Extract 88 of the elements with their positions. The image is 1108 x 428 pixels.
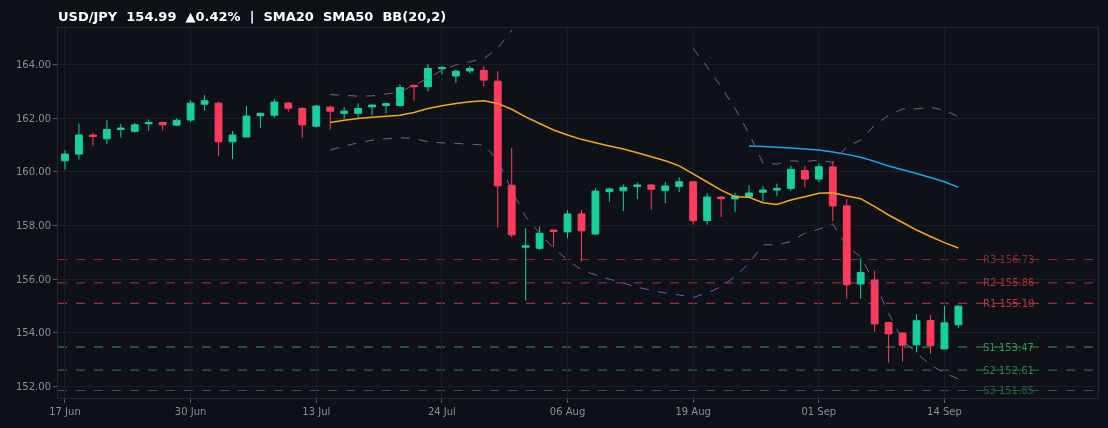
candlestick — [116, 123, 125, 138]
candlestick — [102, 119, 111, 145]
y-tick-label: 162.00 — [16, 112, 51, 124]
candlestick — [340, 106, 349, 120]
candlestick — [647, 183, 656, 211]
candlestick — [786, 165, 795, 192]
candlestick — [493, 70, 502, 229]
candlestick — [521, 227, 530, 302]
y-tick-label: 156.00 — [16, 273, 51, 285]
candlestick — [186, 99, 195, 123]
candlestick — [298, 106, 307, 139]
candlestick — [675, 176, 684, 193]
candlestick — [284, 101, 293, 113]
candlestick — [368, 103, 377, 116]
candlestick — [158, 121, 167, 132]
candlestick — [75, 123, 83, 160]
candlestick — [396, 83, 404, 108]
y-tick-label: 154.00 — [16, 327, 51, 339]
candlestick — [507, 147, 516, 238]
candlestick — [424, 63, 432, 92]
candlestick — [200, 94, 209, 112]
line-series — [329, 137, 959, 380]
candlestick — [689, 181, 698, 226]
y-tick-label: 160.00 — [16, 166, 51, 178]
chart-title: USD/JPY 154.99 ▲0.42% | SMA20 SMA50 BB(20,2) — [58, 8, 447, 24]
candlestick — [661, 181, 670, 204]
candlestick — [870, 270, 879, 333]
candlestick — [535, 226, 544, 251]
candlestick — [828, 160, 837, 222]
candlestick — [563, 209, 572, 239]
candlestick — [898, 332, 907, 363]
candlestick — [410, 83, 418, 102]
candlestick — [270, 98, 279, 119]
x-tick-label: 24 Jul — [427, 406, 456, 417]
candlestick — [465, 65, 474, 74]
candlestick — [591, 187, 600, 236]
candlestick — [912, 313, 921, 353]
line-series — [329, 99, 960, 249]
candlestick — [451, 69, 460, 84]
candlestick — [256, 112, 265, 129]
candlestick — [605, 187, 614, 203]
x-tick-label: 14 Sep — [927, 406, 962, 417]
y-tick-label: 152.00 — [16, 380, 51, 392]
x-tick-label: 13 Jul — [302, 406, 331, 417]
candlestick — [479, 65, 488, 87]
line-series — [748, 145, 960, 189]
candlestick — [577, 209, 586, 262]
candlestick — [242, 105, 251, 138]
ref-line-label: R2 155.86 — [983, 277, 1035, 288]
candlestick — [842, 198, 851, 300]
candlestick — [633, 182, 642, 200]
candlestick — [88, 132, 97, 147]
candlestick — [214, 101, 223, 157]
candlestick — [954, 304, 963, 329]
candlestick — [549, 229, 558, 248]
candlestick — [940, 305, 949, 350]
candlestick — [926, 314, 935, 355]
candlestick — [773, 183, 781, 197]
candlestick — [619, 183, 628, 212]
candlestick — [437, 65, 446, 75]
candlestick — [130, 122, 139, 134]
x-tick-label: 01 Sep — [801, 406, 837, 417]
candlestick — [354, 102, 363, 119]
candlestick — [703, 192, 712, 226]
x-tick-label: 30 Jun — [174, 406, 207, 417]
y-tick-label: 158.00 — [16, 219, 51, 231]
candlestick — [884, 321, 893, 363]
candlestick — [144, 118, 153, 132]
ref-line-label: R1 155.10 — [983, 298, 1035, 309]
candlestick — [61, 149, 69, 170]
candlestick — [228, 130, 237, 160]
x-tick-label: 19 Aug — [675, 406, 711, 417]
ref-line-label: S2 152.61 — [983, 365, 1034, 376]
x-tick-label: 17 Jun — [49, 406, 81, 417]
candlestick — [382, 102, 390, 114]
x-tick-label: 06 Aug — [549, 406, 586, 417]
candlestick — [814, 162, 823, 183]
candlestick — [745, 184, 753, 199]
y-tick-label: 164.00 — [16, 58, 51, 70]
candlestick — [800, 165, 809, 188]
candlestick — [856, 257, 865, 300]
candlestick — [759, 185, 767, 203]
candlestick — [312, 104, 321, 129]
candlestick — [172, 117, 181, 127]
ref-line-label: S1 153.47 — [983, 342, 1034, 353]
candlestick — [326, 105, 335, 130]
candlestick — [717, 195, 726, 218]
ref-line-label: R3 156.73 — [983, 254, 1035, 265]
